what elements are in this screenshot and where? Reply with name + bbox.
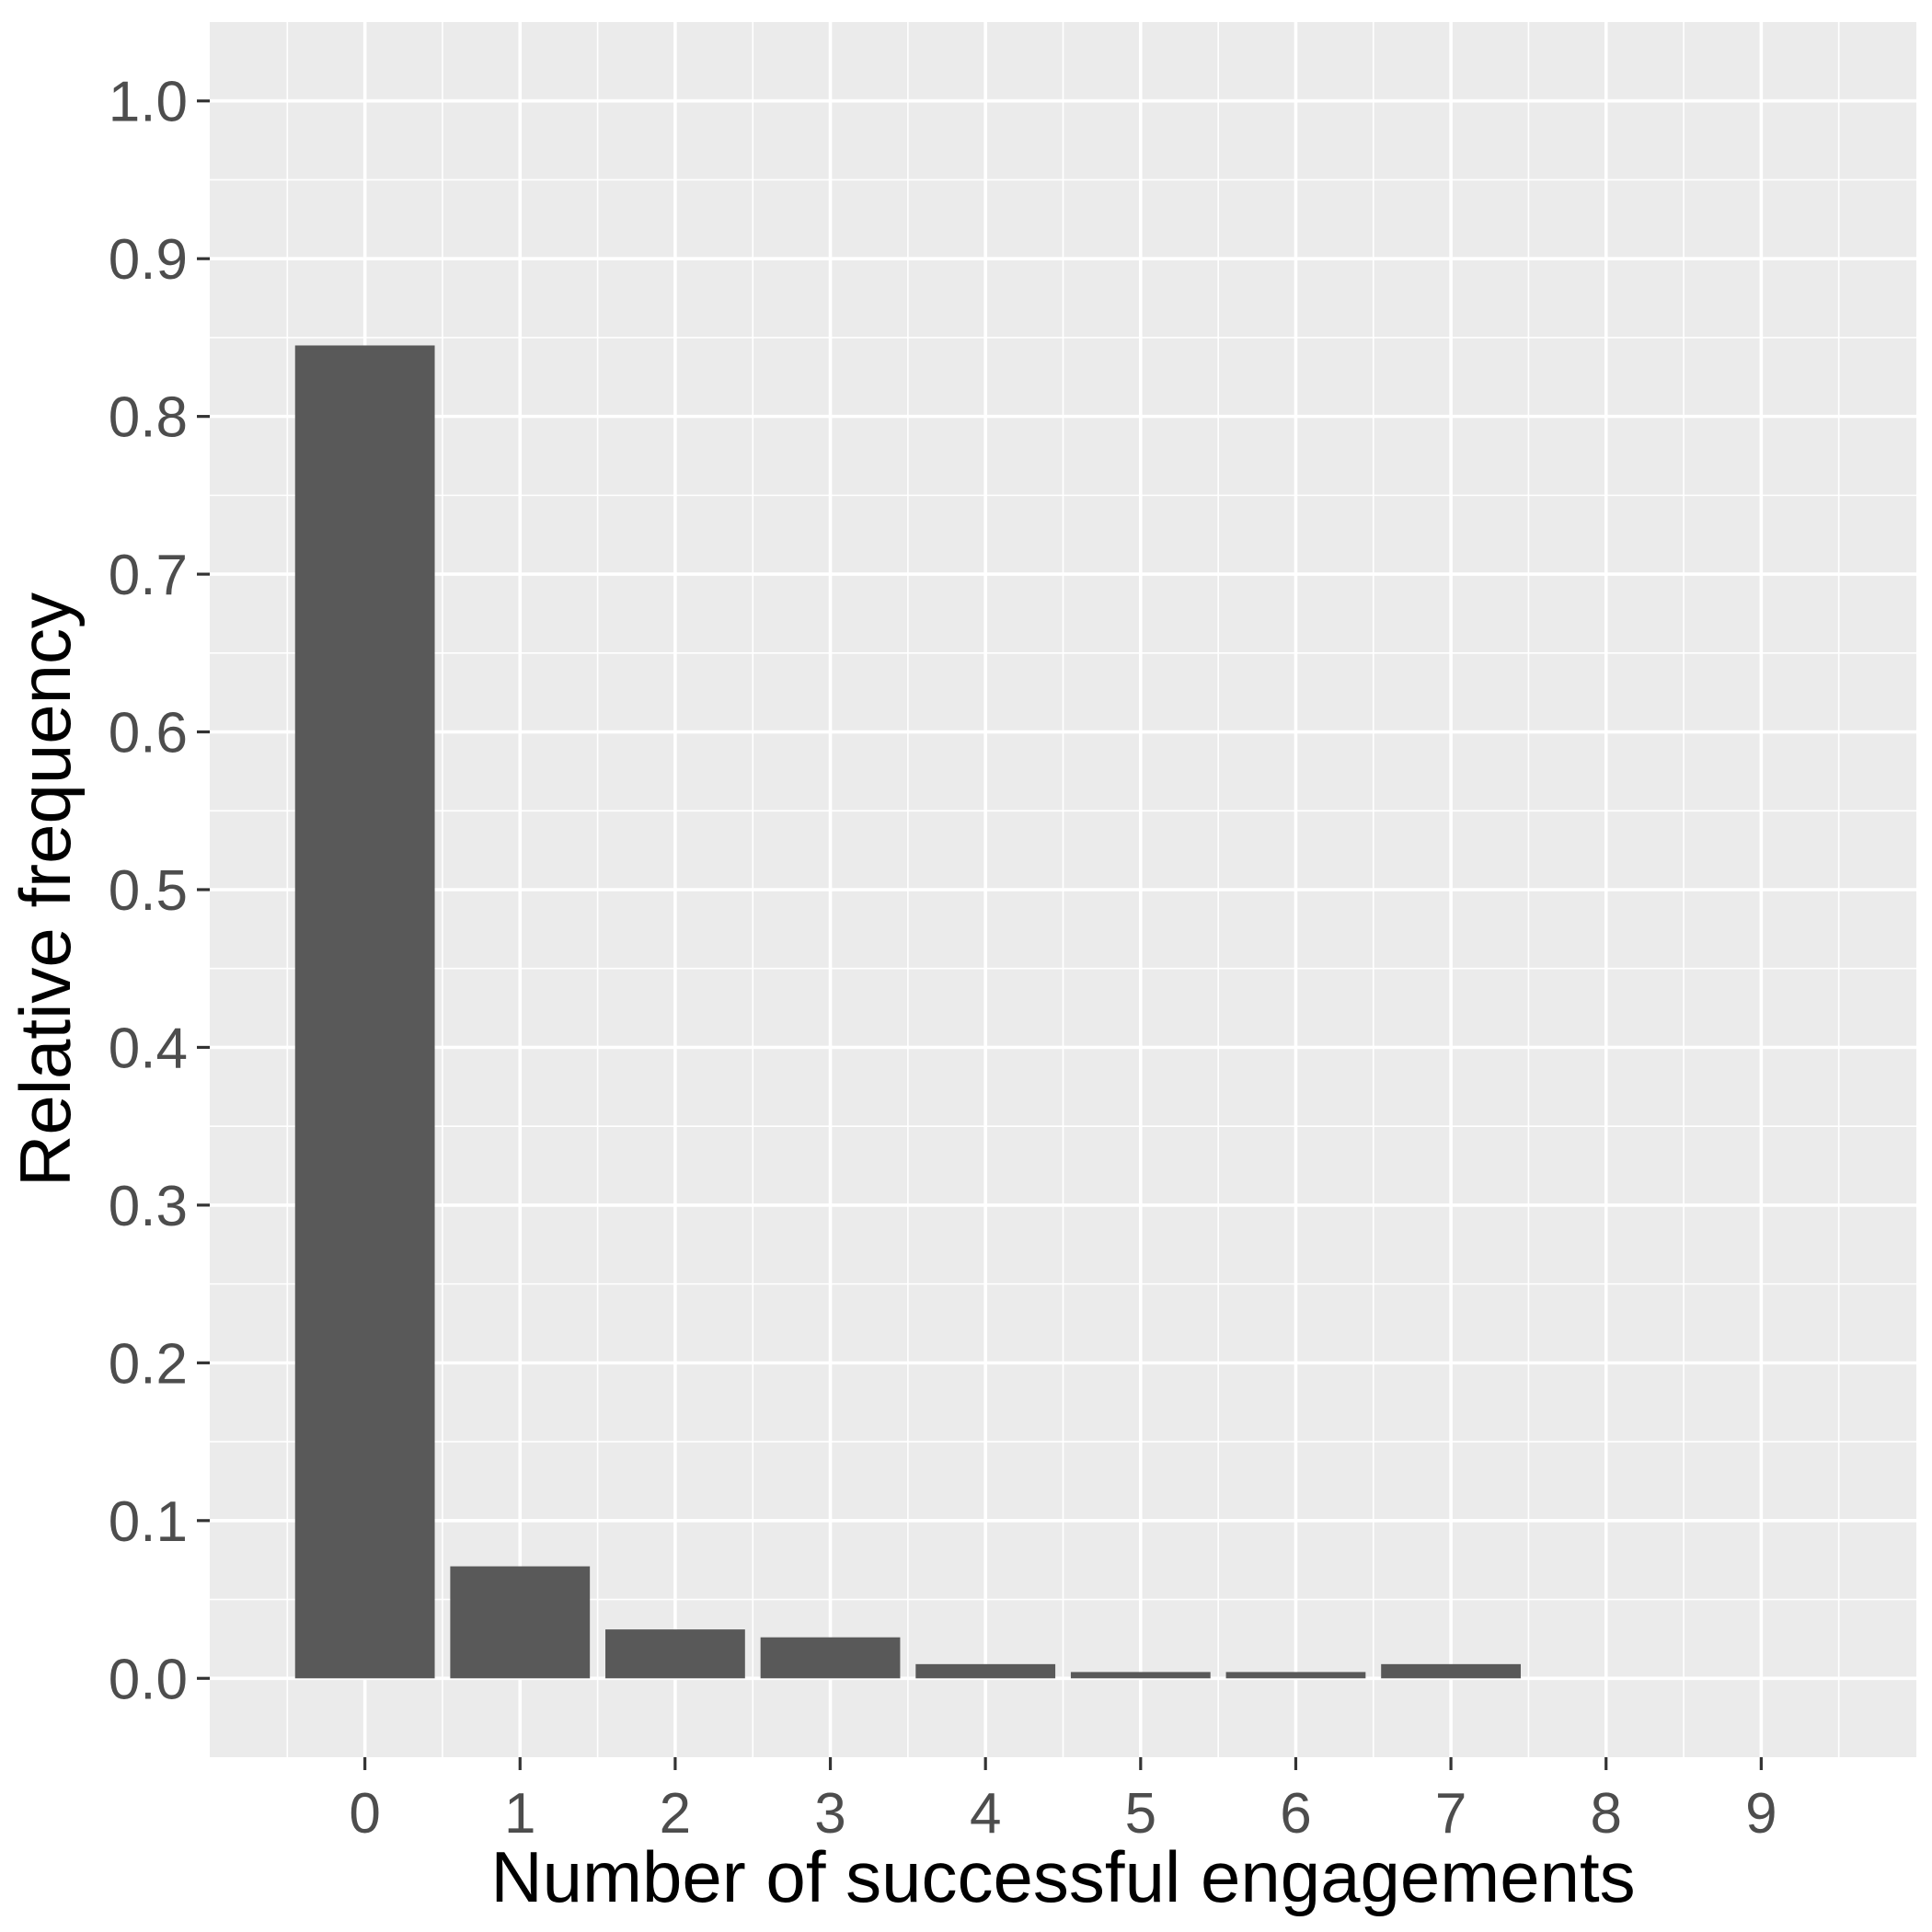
x-tick-label: 2 <box>660 1782 691 1846</box>
x-tick-label: 8 <box>1590 1782 1621 1846</box>
bar-3 <box>760 1637 901 1679</box>
x-tick-labels: 0 1 2 3 4 5 6 7 8 9 <box>349 1782 1777 1846</box>
y-tick-labels: 0.0 0.1 0.2 0.3 0.4 0.5 0.6 0.7 0.8 0.9 1.0 <box>109 71 188 1712</box>
x-tick-label: 0 <box>349 1782 380 1846</box>
y-tick-label: 0.7 <box>109 544 188 607</box>
y-tick-label: 0.8 <box>109 386 188 450</box>
x-tick-label: 5 <box>1125 1782 1156 1846</box>
y-tick-label: 0.3 <box>109 1175 188 1238</box>
bar-1 <box>450 1566 591 1679</box>
bar-0 <box>294 345 435 1679</box>
x-tick-label: 4 <box>970 1782 1001 1846</box>
axis-ticks <box>197 99 1763 1770</box>
bar-7 <box>1381 1663 1521 1679</box>
y-tick-label: 1.0 <box>109 71 188 134</box>
x-axis-title: Number of successful engagements <box>490 1836 1635 1917</box>
x-tick-label: 3 <box>814 1782 845 1846</box>
y-tick-label: 0.0 <box>109 1648 188 1711</box>
y-tick-label: 0.4 <box>109 1017 188 1080</box>
x-tick-label: 1 <box>504 1782 535 1846</box>
y-tick-label: 0.2 <box>109 1332 188 1396</box>
x-tick-label: 6 <box>1280 1782 1311 1846</box>
y-tick-label: 0.6 <box>109 702 188 765</box>
bar-5 <box>1070 1672 1211 1679</box>
y-axis-title: Relative frequency <box>5 592 86 1187</box>
bar-2 <box>605 1629 745 1679</box>
bars <box>294 345 1521 1679</box>
y-tick-label: 0.5 <box>109 859 188 923</box>
x-tick-label: 7 <box>1435 1782 1466 1846</box>
y-tick-label: 0.1 <box>109 1490 188 1554</box>
y-tick-label: 0.9 <box>109 228 188 292</box>
x-tick-label: 9 <box>1745 1782 1777 1846</box>
bar-4 <box>915 1663 1056 1679</box>
bar-6 <box>1225 1672 1366 1679</box>
